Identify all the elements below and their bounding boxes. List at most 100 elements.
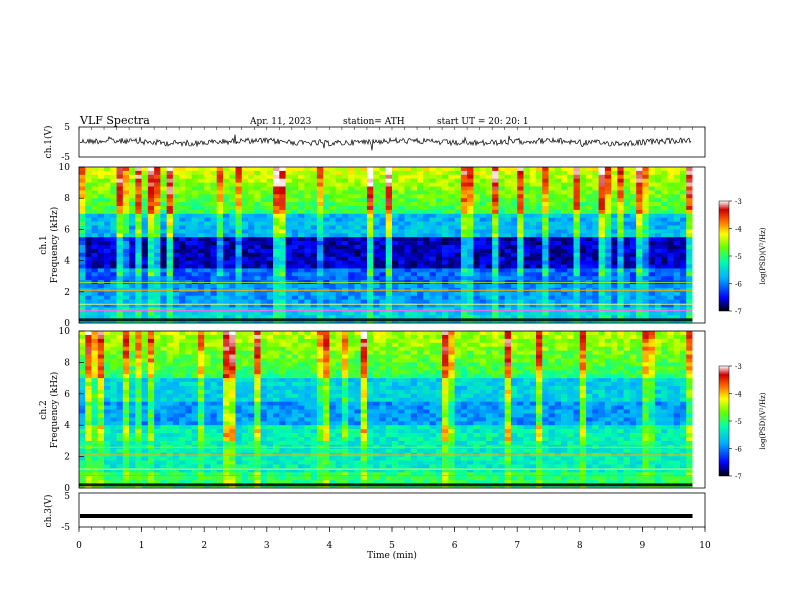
spectrogram-cell	[260, 370, 268, 375]
spectrogram-cell	[467, 264, 474, 269]
spectrogram-cell	[673, 186, 681, 191]
spectrogram-cell	[417, 295, 424, 300]
spectrogram-cell	[79, 307, 86, 312]
spectrogram-cell	[598, 284, 606, 289]
spectrogram-cell	[667, 346, 674, 351]
spectrogram-cell	[366, 295, 374, 300]
spectrogram-cell	[542, 248, 549, 254]
spectrogram-cell	[529, 178, 537, 183]
spectrogram-cell	[398, 354, 405, 359]
spectrogram-cell	[316, 346, 324, 351]
spectrogram-cell	[629, 217, 637, 222]
spectrogram-cell	[517, 291, 524, 296]
spectrogram-cell	[473, 252, 480, 257]
spectrogram-cell	[679, 209, 687, 215]
spectrogram-cell	[185, 170, 192, 176]
spectrogram-cell	[567, 342, 574, 347]
spectrogram-cell	[492, 272, 499, 277]
spectrogram-cell	[623, 342, 631, 347]
spectrogram-cell	[498, 311, 505, 316]
spectrogram-cell	[166, 186, 174, 191]
spectrogram-cell	[561, 291, 568, 296]
spectrogram-cell	[341, 331, 349, 336]
spectrogram-cell	[279, 299, 286, 304]
spectrogram-cell	[617, 307, 624, 312]
spectrogram-cell	[172, 303, 180, 308]
spectrogram-cell	[185, 272, 192, 277]
spectrogram-cell	[291, 209, 299, 215]
spectrogram-cell	[260, 209, 268, 215]
spectrogram-cell	[229, 354, 236, 359]
spectrogram-cell	[454, 206, 462, 211]
spectrogram-cell	[529, 284, 537, 289]
colorbar-tick-label: -6	[735, 281, 742, 289]
spectrogram-cell	[686, 346, 693, 351]
spectrogram-cell	[385, 307, 393, 312]
spectrogram-cell	[686, 342, 693, 347]
spectrogram-cell	[673, 260, 681, 265]
spectrogram-cell	[423, 217, 430, 222]
spectrogram-cell	[410, 225, 418, 230]
spectrogram-cell	[191, 284, 199, 289]
spectrogram-cell	[366, 174, 374, 179]
spectrogram-cell	[523, 245, 531, 250]
spectrogram-cell	[273, 268, 280, 273]
spectrogram-cell	[154, 272, 161, 277]
spectrogram-cell	[636, 202, 643, 207]
spectrogram-cell	[648, 229, 656, 234]
spectrogram-cell	[204, 182, 211, 187]
spectrogram-cell	[260, 366, 268, 371]
spectrogram-cell	[573, 213, 581, 218]
spectrogram-cell	[335, 334, 343, 340]
spectrogram-cell	[429, 209, 437, 215]
spectrogram-cell	[254, 311, 261, 316]
spectrogram-cell	[210, 178, 218, 183]
spectrogram-cell	[561, 256, 568, 261]
spectrogram-cell	[423, 362, 430, 367]
spectrogram-cell	[410, 338, 418, 344]
spectrogram-cell	[417, 291, 424, 296]
spectrogram-cell	[216, 354, 224, 359]
spectrogram-cell	[266, 248, 274, 254]
spectrogram-cell	[341, 245, 349, 250]
spectrogram-cell	[254, 362, 261, 367]
spectrogram-cell	[379, 202, 387, 207]
spectrogram-cell	[561, 276, 568, 281]
spectrogram-cell	[535, 237, 543, 242]
spectrogram-cell	[104, 338, 111, 344]
spectrogram-cell	[485, 362, 493, 367]
spectrogram-cell	[642, 272, 649, 277]
spectrogram-cell	[154, 237, 161, 242]
spectrogram-cell	[291, 174, 299, 179]
spectrogram-cell	[629, 299, 637, 304]
spectrogram-cell	[417, 198, 424, 203]
spectrogram-cell	[492, 307, 499, 312]
spectrogram-cell	[291, 221, 299, 226]
spectrogram-cell	[210, 315, 218, 320]
spectrogram-cell	[147, 276, 155, 281]
spectrogram-cell	[348, 174, 355, 179]
spectrogram-cell	[410, 209, 418, 215]
spectrogram-cell	[97, 167, 105, 172]
spectrogram-cell	[586, 248, 593, 254]
spectrogram-cell	[154, 311, 161, 316]
spectrogram-cell	[360, 198, 368, 203]
spectrogram-cell	[492, 284, 499, 289]
spectrogram-cell	[504, 303, 512, 308]
spectrogram-cell	[366, 194, 374, 199]
spectrogram-cell	[429, 241, 437, 246]
spectrogram-cell	[654, 346, 662, 351]
spectrogram-cell	[523, 237, 531, 242]
spectrogram-cell	[166, 178, 174, 183]
spectrogram-cell	[154, 370, 161, 375]
spectrogram-cell	[204, 338, 211, 344]
spectrogram-cell	[604, 248, 612, 254]
spectrogram-cell	[129, 213, 136, 218]
spectrogram-cell	[417, 342, 424, 347]
spectrogram-cell	[598, 358, 606, 363]
spectrogram-cell	[617, 167, 624, 172]
spectrogram-cell	[147, 303, 155, 308]
spectrogram-cell	[204, 370, 211, 375]
spectrogram-cell	[473, 194, 480, 199]
